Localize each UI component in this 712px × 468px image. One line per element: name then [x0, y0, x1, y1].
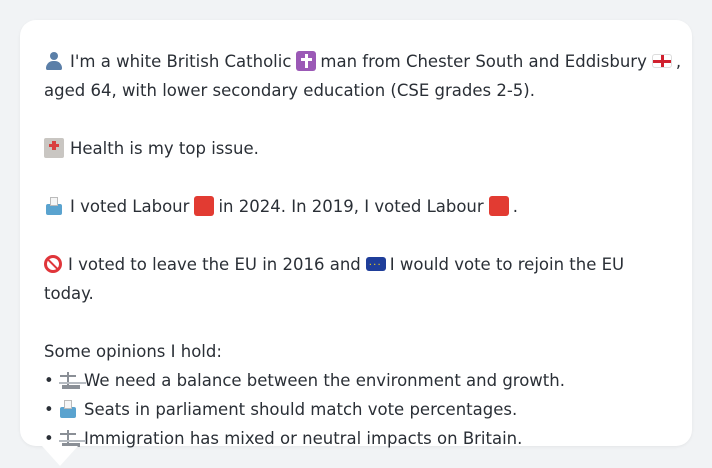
- opinion-item: • Immigration has mixed or neutral impact…: [44, 429, 522, 448]
- person-icon: [44, 51, 64, 71]
- scales-icon: [58, 370, 78, 390]
- opinion-item: • Seats in parliament should match vote p…: [44, 400, 517, 419]
- vote-text-end: .: [512, 197, 518, 216]
- health-text: Health is my top issue.: [70, 139, 259, 158]
- ballot-box-icon: [44, 196, 64, 216]
- ballot-box-icon: [58, 399, 78, 419]
- bullet: •: [44, 400, 54, 419]
- age-education-text: aged 64, with lower secondary education …: [44, 81, 535, 100]
- opinions-paragraph: Some opinions I hold: • We need a balance…: [44, 337, 668, 453]
- opinion-text: Seats in parliament should match vote pe…: [84, 400, 518, 419]
- opinions-heading: Some opinions I hold:: [44, 342, 222, 361]
- identity-trail: ,: [675, 52, 682, 71]
- scales-icon: [58, 428, 78, 448]
- hospital-icon: [44, 138, 64, 158]
- vote-text-2019: in 2024. In 2019, I voted Labour: [218, 197, 484, 216]
- eu-rejoin-text: I would vote to rejoin the EU today.: [44, 255, 625, 303]
- red-square-icon: [488, 196, 509, 216]
- latin-cross-icon: [296, 51, 317, 71]
- bullet: •: [44, 371, 54, 390]
- eu-leave-text: I voted to leave the EU in 2016 and: [68, 255, 361, 274]
- vote-paragraph: I voted Labour in 2024. In 2019, I voted …: [44, 192, 668, 221]
- identity-paragraph: I'm a white British Catholic man from Che…: [44, 47, 681, 105]
- location-text: man from Chester South and Eddisbury: [320, 52, 647, 71]
- opinion-text: Immigration has mixed or neutral impacts…: [84, 429, 523, 448]
- eu-flag-icon: [365, 251, 386, 280]
- identity-line-1: I'm a white British Catholic man from Che…: [44, 51, 682, 71]
- eu-paragraph: I voted to leave the EU in 2016 andI wou…: [44, 250, 668, 308]
- speech-bubble-tail: [42, 446, 78, 466]
- prohibited-icon: [44, 255, 62, 273]
- bullet: •: [44, 429, 54, 448]
- vote-text-2024: I voted Labour: [70, 197, 190, 216]
- profile-card: I'm a white British Catholic man from Che…: [20, 20, 692, 448]
- health-paragraph: Health is my top issue.: [44, 134, 668, 163]
- opinion-text: We need a balance between the environmen…: [84, 371, 565, 390]
- england-flag-icon: [651, 54, 672, 68]
- red-square-icon: [194, 196, 215, 216]
- opinion-item: • We need a balance between the environme…: [44, 371, 565, 390]
- identity-text: I'm a white British Catholic: [70, 52, 292, 71]
